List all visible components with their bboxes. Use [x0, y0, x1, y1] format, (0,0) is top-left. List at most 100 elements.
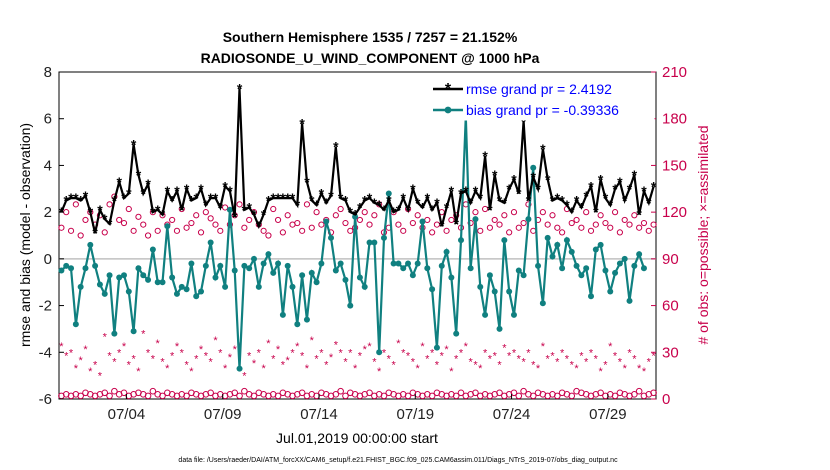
- bias-point: [578, 272, 585, 279]
- tick-layer: -6 -4 -2 0 2 4 6 8 0 30 60 90 120 150 180 210 07/04 07/09…: [39, 64, 687, 423]
- bias-point: [535, 262, 542, 269]
- obs-assimilated-point: *: [541, 341, 546, 353]
- obs-possible-point: [361, 209, 368, 216]
- obs-assimilated-point: *: [377, 366, 382, 378]
- rmse-point: *: [150, 204, 156, 220]
- obs-assimilated-point: *: [343, 357, 348, 369]
- obs-assimilated-point: *: [651, 350, 656, 362]
- obs-assimilated-point: *: [156, 338, 161, 350]
- rmse-point: *: [439, 218, 445, 234]
- bias-point: [501, 237, 508, 244]
- rmse-point: *: [579, 199, 585, 215]
- obs-assimilated-point: *: [416, 363, 421, 375]
- obs-possible-point: [260, 227, 267, 234]
- obs-possible-point: [197, 229, 205, 236]
- rmse-point: *: [588, 178, 594, 194]
- obs-possible-point: [515, 392, 523, 400]
- obs-possible-point: [159, 392, 166, 400]
- rmse-point: *: [193, 190, 199, 206]
- rmse-point: *: [184, 181, 190, 197]
- rmse-point: *: [116, 174, 122, 190]
- bias-point: [120, 272, 127, 279]
- rmse-point: *: [627, 181, 633, 197]
- obs-assimilated-point: *: [83, 344, 88, 356]
- rmse-point: *: [386, 192, 392, 208]
- y-axis-label: rmse and bias (model - observation): [17, 123, 33, 347]
- rmse-point: *: [434, 195, 440, 211]
- bias-point: [178, 283, 185, 290]
- bias-point: [424, 265, 431, 272]
- y2-tick-label: 180: [662, 111, 687, 128]
- obs-assimilated-point: *: [589, 347, 594, 359]
- bias-point: [125, 288, 132, 295]
- rmse-point: *: [405, 202, 411, 218]
- obs-assimilated-point: *: [396, 338, 401, 350]
- obs-possible-point: [106, 201, 113, 208]
- bias-point: [149, 246, 156, 253]
- bias-point: [328, 234, 335, 241]
- obs-possible-point: [602, 219, 609, 227]
- obs-assimilated-point: *: [555, 357, 560, 369]
- rmse-point: *: [112, 192, 118, 208]
- bias-point: [380, 234, 387, 241]
- obs-possible-point: [650, 389, 657, 397]
- x-tick-label: 07/24: [493, 406, 531, 423]
- obs-possible-point: [236, 392, 243, 400]
- bias-point: [395, 260, 402, 267]
- obs-possible-point: [246, 216, 253, 224]
- bias-point: [602, 267, 609, 274]
- obs-assimilated-point: *: [497, 360, 502, 372]
- obs-possible-point: [140, 221, 147, 228]
- rmse-point: *: [502, 195, 508, 211]
- bias-point: [414, 260, 421, 267]
- obs-assimilated-point: *: [151, 354, 156, 366]
- bias-point: [583, 265, 590, 272]
- bias-point: [241, 262, 248, 269]
- obs-assimilated-point: *: [444, 344, 449, 356]
- bias-point: [313, 279, 320, 286]
- rmse-point: *: [401, 190, 407, 206]
- obs-assimilated-point: *: [199, 344, 204, 356]
- bias-point: [347, 302, 354, 309]
- obs-possible-point: [621, 216, 628, 224]
- obs-assimilated-point: *: [88, 366, 93, 378]
- rmse-point: *: [497, 192, 503, 208]
- rmse-point: *: [367, 190, 373, 206]
- obs-possible-point: [400, 227, 407, 234]
- y-tick-label: -2: [39, 298, 52, 315]
- obs-assimilated-point: *: [372, 357, 377, 369]
- rmse-point: *: [444, 199, 450, 215]
- obs-assimilated-point: *: [103, 332, 108, 344]
- bias-point: [496, 325, 503, 332]
- bias-point: [636, 251, 643, 258]
- obs-assimilated-point: *: [598, 366, 603, 378]
- obs-possible-point: [573, 216, 580, 224]
- bias-point: [106, 272, 113, 279]
- obs-possible-point: [169, 216, 176, 224]
- x-tick-label: 07/29: [589, 406, 627, 423]
- obs-possible-point: [477, 227, 484, 234]
- obs-possible-point: [77, 392, 84, 400]
- rmse-point: *: [218, 199, 224, 215]
- obs-assimilated-point: *: [310, 335, 315, 347]
- bias-layer: [58, 113, 647, 372]
- obs-assimilated-point: *: [257, 347, 262, 359]
- chart-subtitle: RADIOSONDE_U_WIND_COMPONENT @ 1000 hPa: [201, 50, 540, 66]
- obs-possible-point: [265, 232, 272, 239]
- obs-assimilated-point: *: [469, 357, 474, 369]
- bias-point: [385, 190, 392, 197]
- obs-assimilated-point: *: [160, 357, 165, 369]
- obs-assimilated-point: *: [483, 347, 488, 359]
- bias-point: [592, 246, 599, 253]
- obs-assimilated-point: *: [194, 354, 199, 366]
- rmse-point: *: [222, 178, 228, 194]
- obs-assimilated-point: *: [531, 360, 536, 372]
- obs-possible-point: [154, 227, 161, 234]
- bias-point: [255, 283, 262, 290]
- bias-point: [361, 283, 368, 290]
- rmse-point: *: [251, 206, 257, 222]
- chart-title: Southern Hemisphere 1535 / 7257 = 21.152…: [223, 29, 518, 45]
- rmse-point: *: [574, 192, 580, 208]
- obs-assimilated-point: *: [574, 363, 579, 375]
- obs-possible-point: [404, 392, 412, 400]
